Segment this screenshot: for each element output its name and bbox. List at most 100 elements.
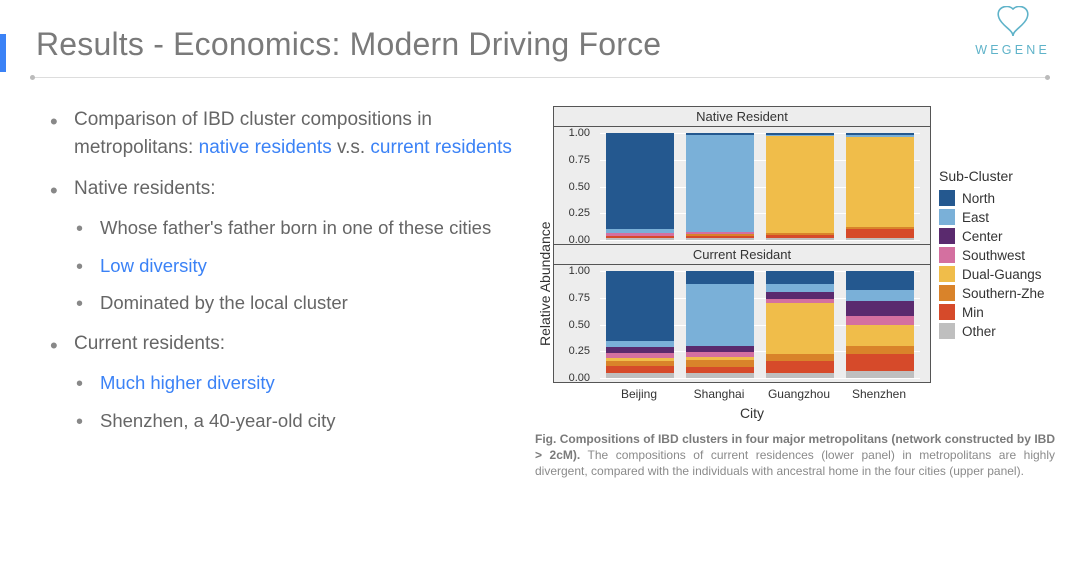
highlight: Much higher diversity <box>100 372 275 393</box>
bar-segment <box>686 284 754 346</box>
bar-segment <box>766 238 834 240</box>
logo-icon <box>991 6 1035 42</box>
bar-segment <box>606 238 674 240</box>
plot-area: 0.000.250.500.751.00 <box>554 127 930 244</box>
x-tick: Shanghai <box>679 387 759 401</box>
y-tick: 1.00 <box>569 127 590 139</box>
highlight: native residents <box>199 137 332 158</box>
logo-text: WEGENE <box>975 43 1050 57</box>
content: Comparison of IBD cluster compositions i… <box>0 78 1080 480</box>
accent-bar <box>0 34 6 72</box>
bullet-native-dom: Dominated by the local cluster <box>74 290 515 316</box>
bullet-list: Comparison of IBD cluster compositions i… <box>50 106 515 480</box>
y-tick: 1.00 <box>569 265 590 277</box>
text: Native residents: <box>74 178 216 199</box>
legend-item: Min <box>939 304 1045 320</box>
y-tick: 0.50 <box>569 181 590 193</box>
legend-swatch <box>939 304 955 320</box>
bar-segment <box>686 271 754 284</box>
stacked-bar <box>766 133 834 240</box>
y-tick: 0.25 <box>569 207 590 219</box>
legend-label: East <box>962 210 989 225</box>
bar-segment <box>846 325 914 346</box>
legend-swatch <box>939 323 955 339</box>
legend-swatch <box>939 285 955 301</box>
bullet-current-sz: Shenzhen, a 40-year-old city <box>74 408 515 434</box>
bar-segment <box>686 373 754 378</box>
bar-segment <box>606 133 674 229</box>
bullet-native-low: Low diversity <box>74 253 515 279</box>
legend-swatch <box>939 228 955 244</box>
bullet-native-def: Whose father's father born in one of the… <box>74 215 515 241</box>
divider <box>30 77 1050 78</box>
bar-segment <box>606 373 674 378</box>
bullet-native: Native residents: Whose father's father … <box>50 175 515 316</box>
stacked-bar <box>686 271 754 378</box>
legend-item: Dual-Guangs <box>939 266 1045 282</box>
text: v.s. <box>332 137 371 158</box>
legend: Sub-Cluster NorthEastCenterSouthwestDual… <box>939 168 1045 342</box>
stacked-bar <box>686 133 754 240</box>
legend-label: Southern-Zhe <box>962 286 1045 301</box>
y-tick: 0.75 <box>569 292 590 304</box>
legend-item: Southern-Zhe <box>939 285 1045 301</box>
bullet-current: Current residents: Much higher diversity… <box>50 330 515 433</box>
panel-title: Current Residant <box>554 244 930 265</box>
stacked-bar <box>846 133 914 240</box>
legend-swatch <box>939 190 955 206</box>
stacked-bar <box>846 271 914 378</box>
y-tick: 0.25 <box>569 345 590 357</box>
figure-caption: Fig. Compositions of IBD clusters in fou… <box>535 431 1055 480</box>
bullet-comparison: Comparison of IBD cluster compositions i… <box>50 106 515 161</box>
x-axis: BeijingShanghaiGuangzhouShenzhen <box>553 383 931 403</box>
chart-panel: Current Residant 0.00 0.25 0.50 0.75 1.00 <box>554 244 930 382</box>
legend-label: Min <box>962 305 984 320</box>
legend-swatch <box>939 266 955 282</box>
bar-segment <box>846 301 914 316</box>
bar-segment <box>766 284 834 293</box>
bar-segment <box>606 271 674 341</box>
bar-segment <box>846 290 914 301</box>
legend-item: Other <box>939 323 1045 339</box>
bar-segment <box>686 360 754 367</box>
legend-swatch <box>939 247 955 263</box>
legend-swatch <box>939 209 955 225</box>
y-tick: 0.00 <box>569 372 590 384</box>
x-axis-label: City <box>553 405 931 421</box>
legend-label: North <box>962 191 995 206</box>
highlight: Low diversity <box>100 255 207 276</box>
slide-header: Results - Economics: Modern Driving Forc… <box>0 0 1080 73</box>
highlight: current residents <box>370 137 512 158</box>
legend-item: North <box>939 190 1045 206</box>
y-axis-label: Relative Abundance <box>535 106 553 421</box>
chart-panel: Native Resident0.000.250.500.751.00 <box>554 107 930 244</box>
stacked-bar <box>766 271 834 378</box>
stacked-bar <box>606 133 674 240</box>
bar-segment <box>846 238 914 240</box>
bar-segment <box>846 316 914 325</box>
bar-segment <box>766 361 834 373</box>
caption-text: The compositions of current residences (… <box>535 448 1055 478</box>
y-tick: 0.50 <box>569 319 590 331</box>
bar-segment <box>846 137 914 227</box>
chart-panels: Native Resident0.000.250.500.751.00Curre… <box>553 106 931 383</box>
bar-segment <box>846 229 914 238</box>
legend-label: Center <box>962 229 1003 244</box>
panel-title: Native Resident <box>554 107 930 127</box>
bar-segment <box>766 373 834 378</box>
y-tick: 0.75 <box>569 154 590 166</box>
stacked-bar <box>606 271 674 378</box>
bar-segment <box>846 346 914 355</box>
bar-segment <box>766 303 834 354</box>
legend-item: Southwest <box>939 247 1045 263</box>
figure: Relative Abundance Native Resident0.000.… <box>535 106 1060 480</box>
bar-segment <box>766 271 834 284</box>
bar-segment <box>846 371 914 378</box>
bar-segment <box>846 271 914 290</box>
logo: WEGENE <box>975 6 1050 57</box>
x-tick: Shenzhen <box>839 387 919 401</box>
plot-area: 0.00 0.25 0.50 0.75 1.00 <box>554 265 930 382</box>
x-tick: Beijing <box>599 387 679 401</box>
legend-label: Southwest <box>962 248 1025 263</box>
slide-title: Results - Economics: Modern Driving Forc… <box>36 26 661 63</box>
